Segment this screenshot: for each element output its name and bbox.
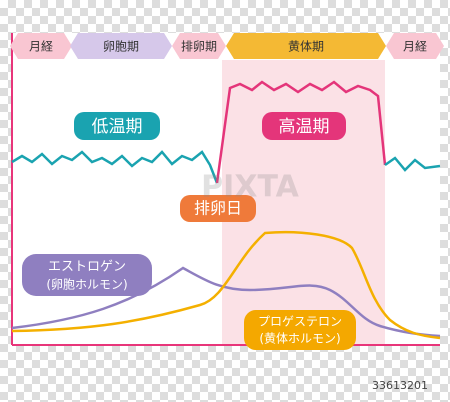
progesterone-label: (黄体ホルモン) — [259, 332, 340, 346]
progesterone-badge — [244, 310, 356, 350]
ovulation-badge — [180, 195, 256, 222]
watermark: PIXTA — [201, 170, 299, 205]
high-temp-label: 高温期 — [279, 117, 330, 137]
image-id: 33613201 — [372, 379, 428, 392]
phase-arrow — [10, 33, 72, 59]
estrogen-badge — [22, 254, 152, 296]
ovulation-label: 排卵日 — [194, 199, 242, 218]
progesterone-line — [11, 230, 441, 340]
progesterone-label: プロゲステロン — [258, 315, 342, 329]
temperature-low — [384, 156, 441, 172]
phase-label: 月経 — [403, 40, 427, 54]
estrogen-label: (卵胞ホルモン) — [46, 278, 127, 292]
temperature-high — [215, 80, 387, 184]
estrogen-line — [11, 266, 441, 338]
phase-label: 黄体期 — [288, 40, 324, 54]
phase-arrow — [172, 33, 226, 59]
phase-label: 排卵期 — [181, 40, 217, 54]
phase-arrow — [386, 33, 444, 59]
phase-label: 月経 — [29, 40, 53, 54]
phase-arrow — [226, 33, 386, 59]
high-temp-badge — [262, 112, 346, 140]
estrogen-label: エストロゲン — [48, 260, 126, 275]
phase-label: 卵胞期 — [103, 40, 139, 54]
temperature-low — [11, 150, 219, 184]
low-temp-badge — [74, 112, 160, 140]
phase-arrow — [70, 33, 172, 59]
low-temp-label: 低温期 — [92, 117, 143, 137]
